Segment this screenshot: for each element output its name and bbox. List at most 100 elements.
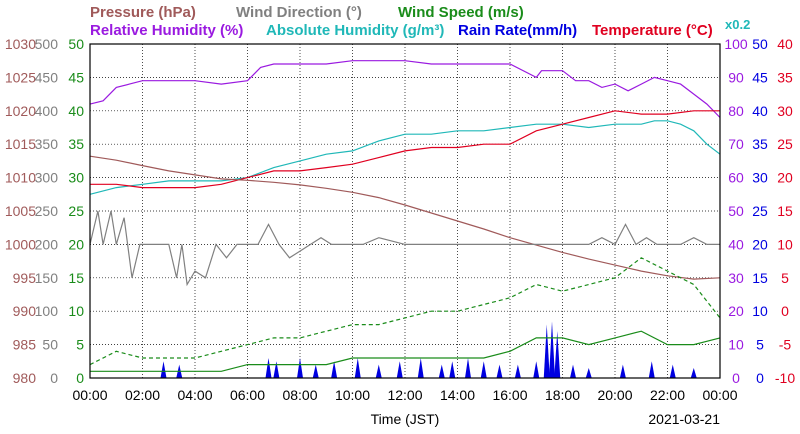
wind-speed-tick-label: 35 — [68, 136, 84, 152]
humidity-tick-label: 60 — [728, 170, 744, 186]
legend-wind-speed: Wind Speed (m/s) — [398, 4, 524, 21]
wind-direction-tick-label: 250 — [35, 203, 59, 219]
rain-rate-mark — [438, 364, 445, 378]
wind-direction-tick-label: 500 — [35, 36, 59, 52]
temperature-tick-label: 25 — [777, 136, 793, 152]
x-tick-label: 08:00 — [282, 387, 317, 403]
rain-rate-mark — [690, 367, 697, 378]
pressure-tick-label: 980 — [13, 370, 37, 386]
humidity-tick-label: 10 — [728, 337, 744, 353]
pressure-tick-label: 1005 — [5, 203, 36, 219]
pressure-tick-label: 990 — [13, 303, 37, 319]
wind-direction-tick-label: 300 — [35, 170, 59, 186]
temperature-tick-label: -5 — [779, 337, 792, 353]
x-tick-label: 16:00 — [492, 387, 527, 403]
rain-rate-mark — [417, 357, 424, 378]
x-tick-label: 00:00 — [72, 387, 107, 403]
rain-rate-tick-label: 15 — [752, 270, 768, 286]
rain-rate-mark — [331, 361, 338, 378]
rain-rate-mark — [669, 364, 676, 378]
rain-rate-tick-label: 45 — [752, 69, 768, 85]
wind-speed-tick-label: 30 — [68, 170, 84, 186]
wind-speed-tick-label: 20 — [68, 236, 84, 252]
relative-humidity-line — [89, 60, 721, 118]
wind-speed-tick-label: 0 — [76, 370, 84, 386]
grid — [90, 44, 720, 378]
x-tick-label: 00:00 — [702, 387, 737, 403]
humidity-tick-label: 70 — [728, 136, 744, 152]
pressure-tick-label: 1030 — [5, 36, 36, 52]
legend: Pressure (hPa) Wind Direction (°) Wind S… — [90, 4, 750, 39]
wind-speed-max-line — [89, 257, 721, 366]
humidity-tick-label: 40 — [728, 236, 744, 252]
wind-direction-tick-label: 400 — [35, 103, 59, 119]
humidity-tick-label: 100 — [724, 36, 748, 52]
rain-rate-tick-label: 0 — [756, 370, 764, 386]
rain-rate-mark — [265, 357, 272, 378]
wind-direction-tick-label: 0 — [50, 370, 58, 386]
rain-rate-tick-label: 5 — [756, 337, 764, 353]
rain-rate-mark — [354, 357, 361, 378]
plot-frame — [89, 43, 721, 379]
temperature-tick-label: 30 — [777, 103, 793, 119]
x-tick-label: 12:00 — [387, 387, 422, 403]
x-tick-label: 04:00 — [177, 387, 212, 403]
rain-rate-mark — [465, 357, 471, 378]
temperature-tick-label: 10 — [777, 236, 793, 252]
rain-rate-tick-label: 30 — [752, 170, 768, 186]
wind-direction-tick-label: 200 — [35, 236, 59, 252]
wind-direction-line — [89, 210, 720, 287]
pressure-tick-label: 1020 — [5, 103, 36, 119]
plot-area — [89, 60, 721, 378]
wind-speed-tick-label: 40 — [68, 103, 84, 119]
left-axes: 1030102510201015101010051000995990985980… — [5, 36, 84, 386]
legend-temperature: Temperature (°C) — [592, 22, 713, 39]
x-axis: 00:00 02:00 04:00 06:00 08:00 10:00 12:00 14:00… — [72, 387, 737, 403]
rain-rate-mark — [554, 331, 561, 378]
legend-pressure: Pressure (hPa) — [90, 4, 196, 21]
legend-rain-rate: Rain Rate(mm/h) — [458, 22, 577, 39]
rain-rate-mark — [514, 364, 521, 378]
wind-speed-tick-label: 5 — [76, 337, 84, 353]
pressure-tick-label: 995 — [13, 270, 37, 286]
legend-wind-direction: Wind Direction (°) — [236, 4, 362, 21]
temperature-tick-label: 5 — [781, 270, 789, 286]
legend-absolute-humidity: Absolute Humidity (g/m³) — [266, 22, 444, 39]
pressure-tick-label: 1025 — [5, 69, 36, 85]
humidity-tick-label: 20 — [728, 303, 744, 319]
x-tick-label: 22:00 — [650, 387, 685, 403]
wind-speed-tick-label: 45 — [68, 69, 84, 85]
wind-speed-avg-line — [90, 330, 721, 372]
pressure-tick-label: 1015 — [5, 136, 36, 152]
temperature-tick-label: -10 — [775, 370, 795, 386]
rain-rate-mark — [312, 364, 319, 378]
wind-speed-tick-label: 25 — [68, 203, 84, 219]
legend-relative-humidity: Relative Humidity (%) — [90, 22, 243, 39]
rain-rate-tick-label: 25 — [752, 203, 768, 219]
temperature-tick-label: 0 — [781, 303, 789, 319]
humidity-tick-label: 30 — [728, 270, 744, 286]
rain-rate-mark — [496, 364, 503, 378]
rain-rate-mark — [570, 364, 576, 378]
rain-rate-mark — [619, 364, 626, 378]
wind-speed-tick-label: 50 — [68, 36, 84, 52]
pressure-line — [89, 155, 721, 280]
temperature-tick-label: 15 — [777, 203, 793, 219]
rain-rate-mark — [449, 361, 456, 378]
rain-rate-tick-label: 35 — [752, 136, 768, 152]
legend-scale-note: x0.2 — [725, 17, 750, 32]
x-axis-label: Time (JST) — [371, 411, 440, 427]
x-tick-label: 06:00 — [230, 387, 265, 403]
rain-rate-mark — [273, 361, 280, 378]
date-label: 2021-03-21 — [648, 411, 720, 427]
rain-rate-mark — [543, 324, 550, 378]
humidity-tick-label: 90 — [728, 69, 744, 85]
x-tick-label: 02:00 — [125, 387, 160, 403]
rain-rate-mark — [648, 361, 655, 378]
rain-rate-mark — [549, 321, 555, 378]
x-tick-label: 10:00 — [335, 387, 370, 403]
humidity-tick-label: 0 — [732, 370, 740, 386]
absolute-humidity-line — [89, 120, 721, 195]
temperature-tick-label: 40 — [777, 36, 793, 52]
humidity-tick-label: 50 — [728, 203, 744, 219]
